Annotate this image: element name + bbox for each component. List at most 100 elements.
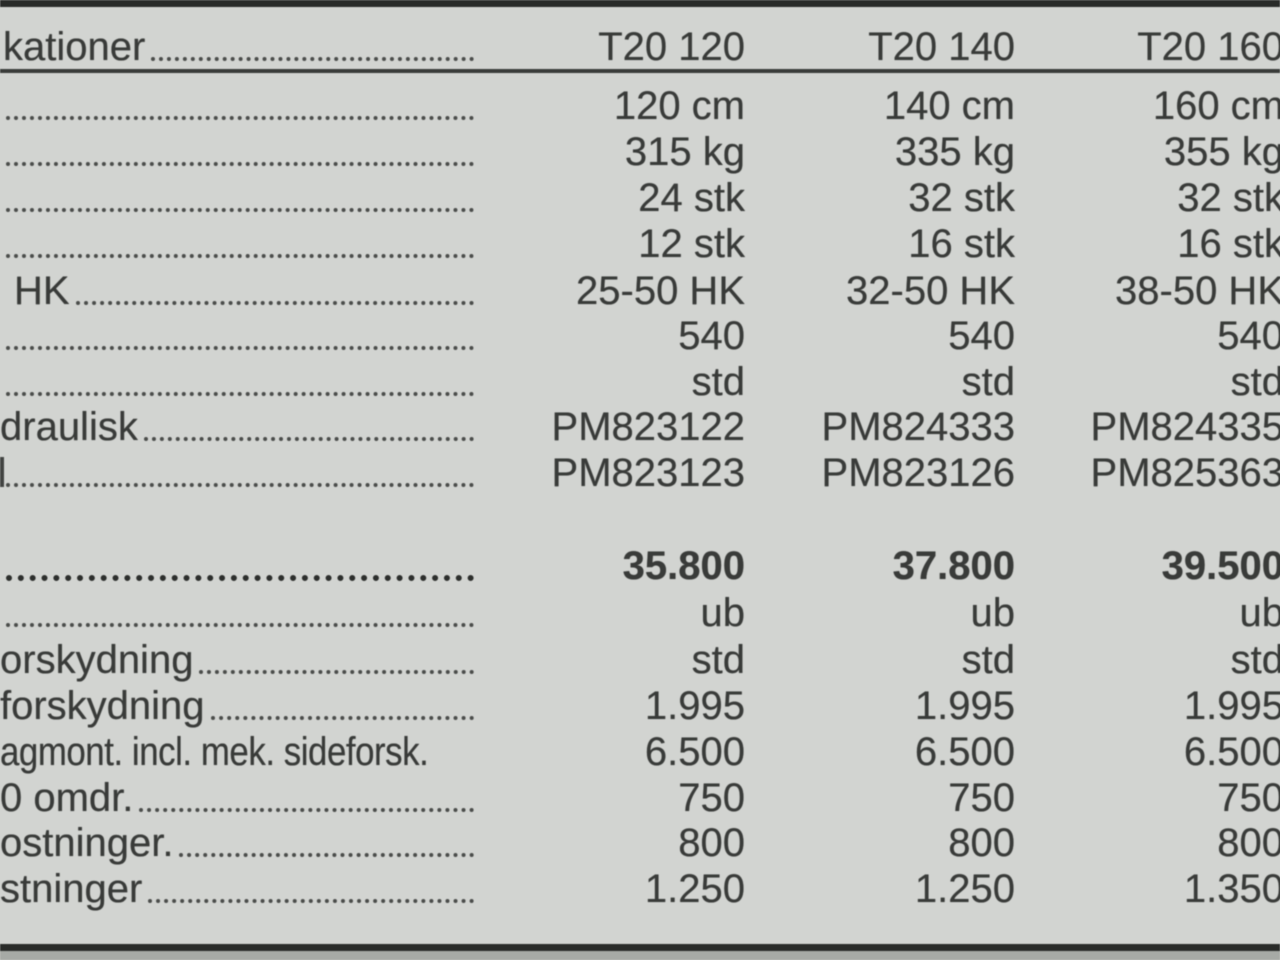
dotted-leader bbox=[151, 57, 474, 61]
row-label-fragment: draulisk bbox=[0, 405, 138, 449]
spec-value: PM824333 bbox=[821, 405, 1015, 449]
table-row: HK 25-50 HK 32-50 HK 38-50 HK bbox=[0, 268, 1280, 314]
spec-value: PM825363 bbox=[1090, 451, 1280, 495]
spec-value: 750 bbox=[678, 776, 745, 820]
spec-value: 120 cm bbox=[613, 84, 745, 128]
row-label-cell: draulisk bbox=[0, 404, 478, 450]
spec-value: 32-50 HK bbox=[846, 269, 1015, 313]
table-row: ostninger. 800 800 800 bbox=[0, 820, 1280, 866]
table-row: draulisk PM823122 PM824333 PM824335 bbox=[0, 404, 1280, 450]
table-row: 24 stk 32 stk 32 stk bbox=[0, 175, 1280, 221]
spec-value: 800 bbox=[948, 821, 1015, 865]
dotted-leader bbox=[6, 483, 474, 487]
dotted-leader bbox=[139, 808, 474, 812]
spec-value: std bbox=[1230, 638, 1280, 682]
spec-value: 38-50 HK bbox=[1115, 269, 1280, 313]
spec-value: std bbox=[691, 360, 745, 404]
spec-value: 39.500 bbox=[1161, 544, 1280, 588]
spec-value: 140 cm bbox=[883, 84, 1015, 128]
dotted-leader bbox=[6, 346, 474, 350]
spec-value: 355 kg bbox=[1163, 130, 1280, 174]
row-label-cell: stninger bbox=[0, 866, 478, 912]
row-label-fragment: orskydning bbox=[0, 638, 194, 682]
spec-value: 800 bbox=[678, 821, 745, 865]
spec-value: ub bbox=[1239, 591, 1280, 635]
row-label-fragment: stninger bbox=[0, 867, 143, 911]
column-header-t20-140: T20 140 bbox=[868, 25, 1015, 69]
bottom-divider-line bbox=[0, 944, 1280, 951]
spec-value: 1.350 bbox=[1183, 867, 1280, 911]
spec-value: 6.500 bbox=[1183, 730, 1280, 774]
spec-value: std bbox=[961, 360, 1015, 404]
row-label-cell bbox=[0, 590, 478, 636]
spec-value: 540 bbox=[678, 314, 745, 358]
spec-value: 16 stk bbox=[1177, 222, 1280, 266]
spec-value: std bbox=[691, 638, 745, 682]
dotted-leader bbox=[148, 899, 474, 903]
dotted-leader bbox=[6, 116, 474, 120]
table-row: agmont. incl. mek. sideforsk. 6.500 6.500 6… bbox=[0, 729, 1280, 775]
table-row: std std std bbox=[0, 359, 1280, 405]
spec-value: 6.500 bbox=[914, 730, 1015, 774]
spec-value: ub bbox=[700, 591, 746, 635]
spec-value: 750 bbox=[1217, 776, 1280, 820]
dotted-leader bbox=[143, 437, 474, 441]
table-row: stninger 1.250 1.250 1.350 bbox=[0, 866, 1280, 912]
table-header-row: kationer T20 120 T20 140 T20 160 bbox=[0, 24, 1280, 70]
row-label-cell bbox=[0, 221, 478, 267]
row-label-cell: forskydning bbox=[0, 683, 478, 729]
dotted-leader bbox=[6, 392, 474, 396]
spec-value: 32 stk bbox=[1177, 176, 1280, 220]
dotted-leader bbox=[75, 301, 474, 305]
dotted-leader bbox=[6, 254, 474, 258]
spec-value: PM823123 bbox=[551, 451, 745, 495]
spec-value: 540 bbox=[1217, 314, 1280, 358]
row-label-fragment: forskydning bbox=[0, 684, 205, 728]
row-label-cell bbox=[0, 359, 478, 405]
spec-value: 1.995 bbox=[644, 684, 745, 728]
spec-value: 335 kg bbox=[894, 130, 1015, 174]
spec-value: ub bbox=[970, 591, 1016, 635]
row-label-cell bbox=[0, 129, 478, 175]
top-border-bar bbox=[0, 0, 1280, 7]
row-label-fragment: agmont. incl. mek. sideforsk. bbox=[0, 730, 429, 774]
spec-value: 315 kg bbox=[624, 130, 745, 174]
header-divider-line bbox=[0, 69, 1280, 73]
bottom-gray-strip bbox=[0, 951, 1280, 960]
spec-value: 750 bbox=[948, 776, 1015, 820]
table-row: ub ub ub bbox=[0, 590, 1280, 636]
spec-value: 37.800 bbox=[892, 544, 1015, 588]
table-row: PM823123 PM823126 PM825363 bbox=[0, 450, 1280, 496]
spec-value: std bbox=[1230, 360, 1280, 404]
row-label-cell: 0 omdr. bbox=[0, 775, 478, 821]
spec-value: 35.800 bbox=[622, 544, 745, 588]
table-row: 315 kg 335 kg 355 kg bbox=[0, 129, 1280, 175]
spec-value: 12 stk bbox=[638, 222, 745, 266]
row-label-cell bbox=[0, 83, 478, 129]
row-label-fragment: HK bbox=[14, 269, 70, 313]
dotted-leader bbox=[179, 853, 474, 857]
spec-value: PM823126 bbox=[821, 451, 1015, 495]
spec-value: 800 bbox=[1217, 821, 1280, 865]
row-label-cell: orskydning bbox=[0, 637, 478, 683]
spec-value: 1.250 bbox=[644, 867, 745, 911]
spec-value: 1.250 bbox=[914, 867, 1015, 911]
column-header-t20-160: T20 160 bbox=[1137, 25, 1280, 69]
header-label-cell: kationer bbox=[0, 24, 478, 70]
table-row: 0 omdr. 750 750 750 bbox=[0, 775, 1280, 821]
spec-value: 6.500 bbox=[644, 730, 745, 774]
spec-value: 24 stk bbox=[638, 176, 745, 220]
row-label-cell: HK bbox=[0, 268, 478, 314]
dotted-leader bbox=[6, 162, 474, 166]
column-header-t20-120: T20 120 bbox=[598, 25, 745, 69]
table-row: orskydning std std std bbox=[0, 637, 1280, 683]
spec-value: 16 stk bbox=[908, 222, 1015, 266]
spec-value: 1.995 bbox=[1183, 684, 1280, 728]
row-label-fragment: 0 omdr. bbox=[0, 776, 134, 820]
dotted-leader bbox=[6, 623, 474, 627]
spec-value: PM824335 bbox=[1090, 405, 1280, 449]
spec-value: 540 bbox=[948, 314, 1015, 358]
row-label-cell bbox=[0, 450, 478, 496]
dotted-leader bbox=[199, 670, 474, 674]
